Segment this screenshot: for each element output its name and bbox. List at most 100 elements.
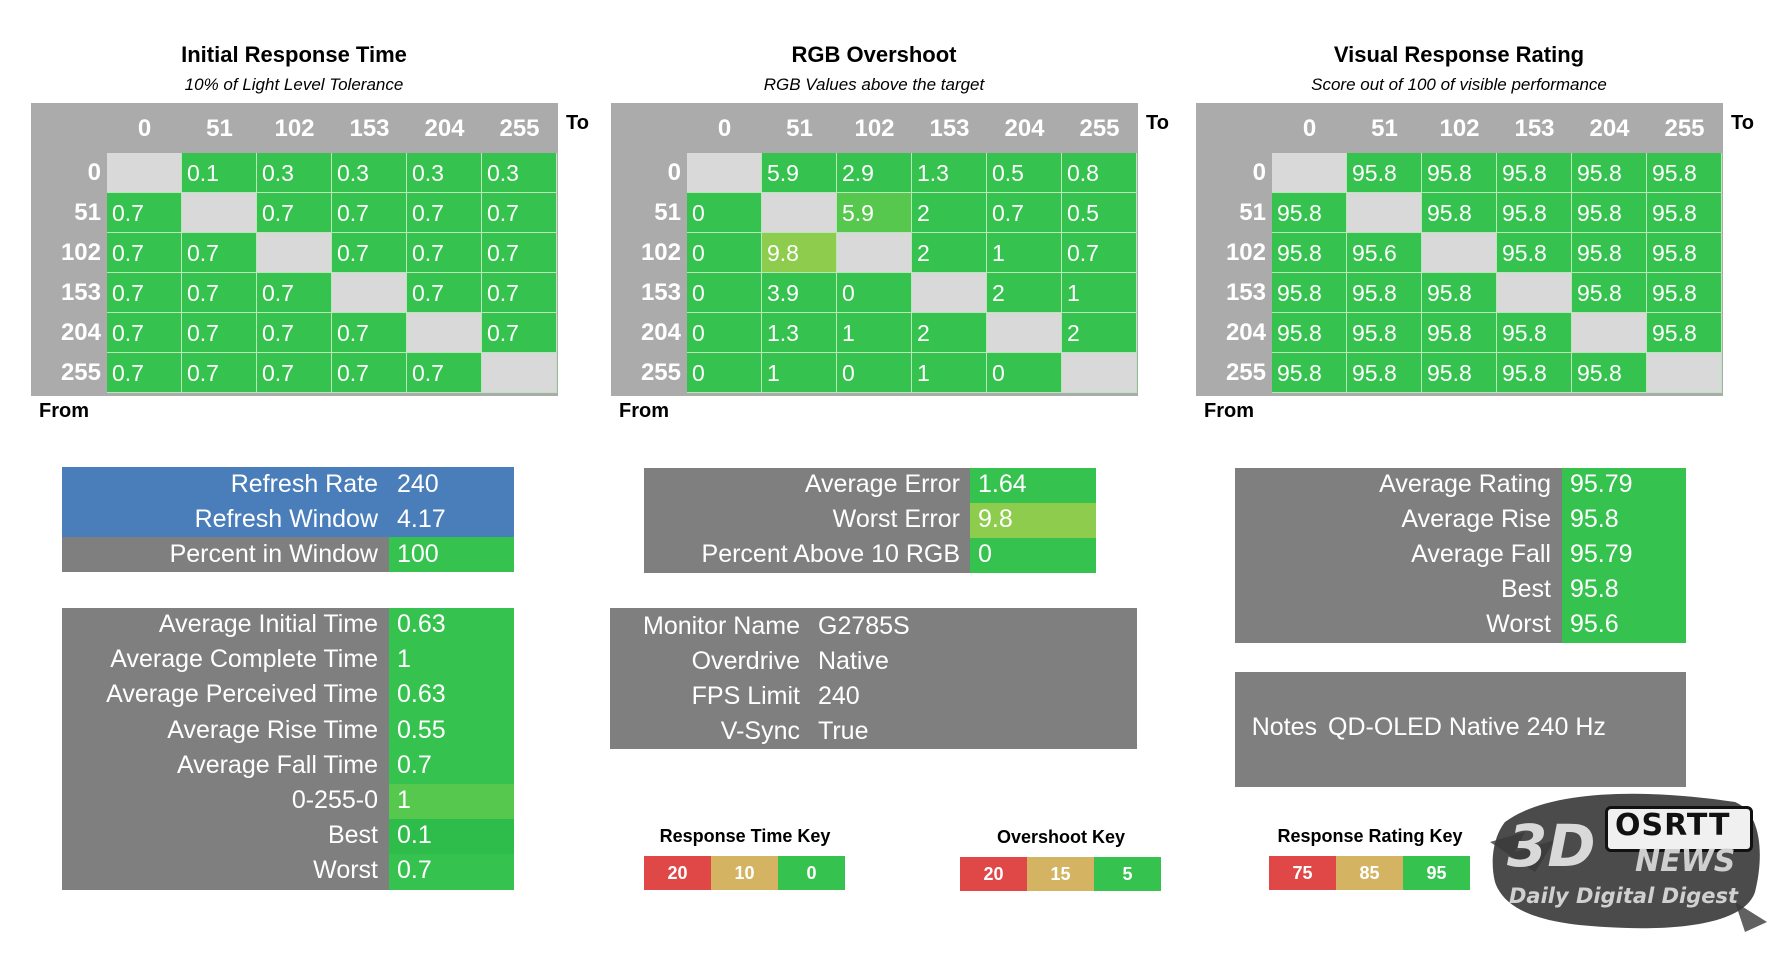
- heatmap-cell: 1: [912, 353, 987, 393]
- key-swatch: 15: [1027, 857, 1094, 891]
- row-header: 255: [640, 359, 681, 386]
- heatmap-cell: 95.8: [1272, 193, 1347, 233]
- heatmap-cell: 95.8: [1647, 153, 1722, 193]
- stat-label: Average Fall: [1411, 540, 1551, 568]
- stat-label: Average Error: [804, 470, 960, 498]
- heatmap-cell: 0.7: [407, 273, 482, 313]
- stat-value: 1: [397, 645, 411, 674]
- stat-value: 95.79: [1570, 470, 1633, 498]
- stat-label: Percent in Window: [169, 540, 378, 568]
- osrtt-logo: [1605, 806, 1753, 852]
- stat-value: 4.17: [397, 505, 446, 533]
- heatmap-cell: 95.6: [1347, 233, 1422, 273]
- heatmap-title: Visual Response Rating: [1333, 42, 1585, 67]
- row-header: 204: [1225, 319, 1266, 346]
- row-header: 0: [667, 159, 681, 186]
- key-swatch: 0: [778, 856, 845, 890]
- heatmap-cell: 1: [762, 353, 837, 393]
- heatmap-cell-diagonal: [687, 153, 762, 193]
- stat-label: Worst: [1486, 610, 1551, 638]
- column-header: 153: [349, 115, 390, 142]
- row-header: 51: [1239, 199, 1266, 226]
- notes-label: Notes: [1251, 713, 1317, 741]
- heatmap-cell: 2: [912, 233, 987, 273]
- stat-label: Refresh Window: [194, 505, 378, 533]
- value-bg: [389, 748, 514, 784]
- stat-value: 0.63: [397, 680, 446, 709]
- key-swatch: 20: [960, 857, 1027, 891]
- heatmap-cell: 0.7: [332, 353, 407, 393]
- row-header: 102: [60, 239, 101, 266]
- value-bg: [389, 608, 514, 644]
- heatmap-cell: 0.7: [332, 233, 407, 273]
- stat-label: Refresh Rate: [230, 470, 378, 498]
- heatmap-cell: 0.7: [107, 233, 182, 273]
- heatmap-cell: 0.1: [182, 153, 257, 193]
- heatmap-cell: 95.8: [1572, 353, 1647, 393]
- column-header: 255: [1079, 115, 1120, 142]
- heatmap-cell: 0: [987, 353, 1062, 393]
- column-header: 0: [137, 115, 152, 142]
- heatmap-cell: 95.8: [1647, 313, 1722, 353]
- axis-label-from: From: [39, 400, 89, 422]
- row-header: 204: [60, 319, 101, 346]
- stat-value: 0.1: [397, 821, 432, 850]
- heatmap-cell: 95.8: [1647, 273, 1722, 313]
- value-bg: [970, 538, 1096, 573]
- key-swatch: 85: [1336, 856, 1403, 890]
- heatmap-cell-diagonal: [1647, 353, 1722, 393]
- column-header: 51: [1371, 115, 1398, 142]
- stat-value: 95.8: [1570, 575, 1619, 603]
- heatmap-cell: 5.9: [837, 193, 912, 233]
- stat-value: 100: [397, 540, 439, 568]
- heatmap-cell: 0.7: [482, 193, 557, 233]
- key-swatch: 5: [1094, 857, 1161, 891]
- stat-value: True: [818, 717, 869, 745]
- column-header: 102: [274, 115, 315, 142]
- notes-box: [1235, 672, 1686, 787]
- stat-label: Average Rise Time: [167, 715, 378, 744]
- heatmap-cell: 0.7: [482, 313, 557, 353]
- heatmap-cell: 0: [687, 313, 762, 353]
- heatmap-cell: 0.7: [182, 273, 257, 313]
- row-header: 153: [1225, 279, 1266, 306]
- heatmap-cell: 95.8: [1497, 153, 1572, 193]
- heatmap-cell: 0.7: [257, 313, 332, 353]
- heatmap-cell: 1: [837, 313, 912, 353]
- row-header: 153: [60, 279, 101, 306]
- notes-value: QD-OLED Native 240 Hz: [1328, 713, 1606, 741]
- heatmap-cell: 2: [1062, 313, 1137, 353]
- column-header: 204: [1004, 115, 1045, 142]
- heatmap-cell: 2: [912, 313, 987, 353]
- osrtt-logo-text: OSRTT: [1615, 808, 1731, 843]
- heatmap-cell: 95.8: [1572, 193, 1647, 233]
- heatmap-cell-diagonal: [1422, 233, 1497, 273]
- refresh-blue-band: [62, 467, 514, 537]
- heatmap-cell: 0: [687, 353, 762, 393]
- value-bg: [389, 643, 514, 679]
- row-header: 0: [1252, 159, 1266, 186]
- heatmap-subtitle: RGB Values above the target: [763, 75, 985, 94]
- heatmap-cell: 1.3: [912, 153, 987, 193]
- heatmap-cell: 0.7: [107, 273, 182, 313]
- stat-value: 240: [818, 682, 860, 710]
- heatmap-cell: 95.8: [1497, 313, 1572, 353]
- heatmap-cell: 95.8: [1347, 353, 1422, 393]
- heatmap-cell: 95.8: [1572, 273, 1647, 313]
- watermark: 3D OSRTT NEWS Daily Digital Digest: [1485, 782, 1770, 942]
- heatmap-cell: 0.7: [407, 353, 482, 393]
- column-header: 204: [1589, 115, 1630, 142]
- heatmap-cell: 0.7: [482, 233, 557, 273]
- heatmap-cell: 0: [687, 193, 762, 233]
- stat-label: Average Initial Time: [158, 610, 378, 638]
- heatmap-cell: 0.5: [987, 153, 1062, 193]
- column-header: 102: [1439, 115, 1480, 142]
- heatmap-cell-diagonal: [762, 193, 837, 233]
- heatmap-cell-diagonal: [837, 233, 912, 273]
- heatmap-cell: 95.8: [1647, 233, 1722, 273]
- heatmap-cell: 3.9: [762, 273, 837, 313]
- column-header: 0: [717, 115, 732, 142]
- heatmap-cell: 95.8: [1272, 273, 1347, 313]
- heatmap-cell: 95.8: [1497, 353, 1572, 393]
- heatmap-cell-diagonal: [1497, 273, 1572, 313]
